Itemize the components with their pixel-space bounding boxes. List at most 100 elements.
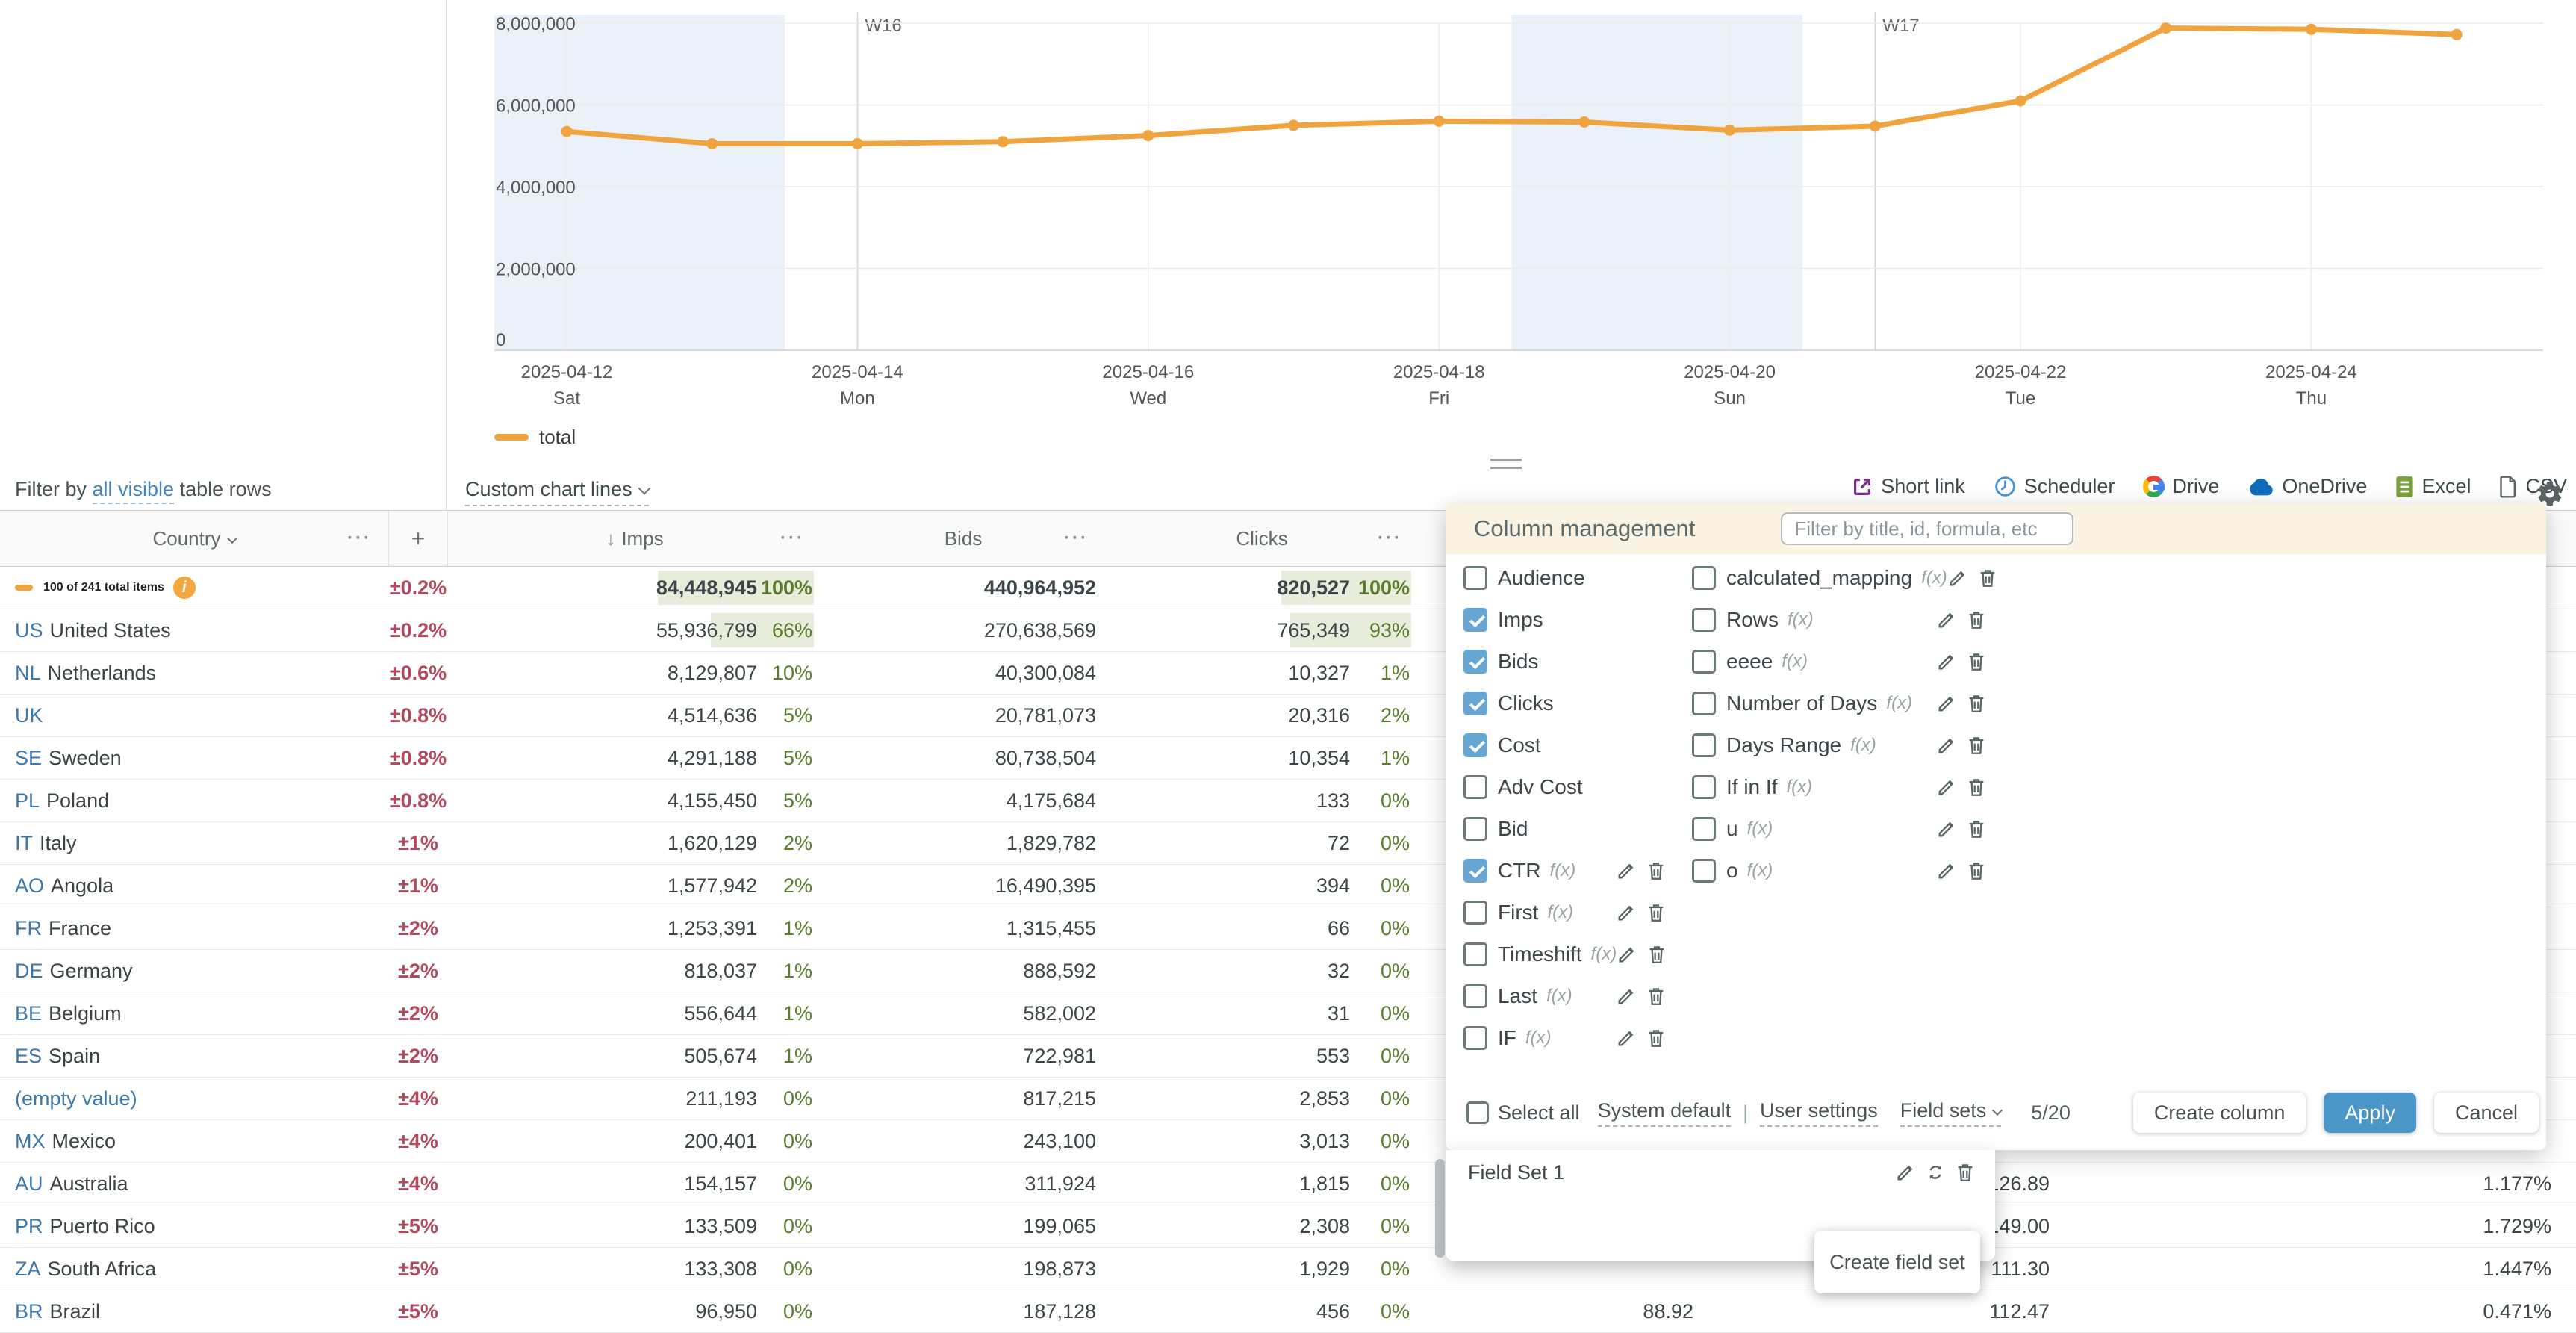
unchecked-checkbox[interactable] bbox=[1692, 817, 1716, 841]
onedrive-button[interactable]: OneDrive bbox=[2247, 475, 2367, 498]
edit-pencil-icon[interactable] bbox=[1617, 944, 1637, 965]
filter-scope-link[interactable]: all visible bbox=[92, 478, 175, 504]
delete-trash-icon[interactable] bbox=[1646, 986, 1667, 1007]
imps-cell: 1,577,942 2% bbox=[667, 874, 812, 897]
country-code-link[interactable]: ZA bbox=[15, 1257, 41, 1280]
unchecked-checkbox[interactable] bbox=[1463, 984, 1487, 1008]
unchecked-checkbox[interactable] bbox=[1692, 566, 1716, 590]
refresh-icon[interactable] bbox=[1925, 1162, 1946, 1183]
country-code-link[interactable]: SE bbox=[15, 746, 43, 769]
checked-checkbox[interactable] bbox=[1463, 733, 1487, 757]
edit-pencil-icon[interactable] bbox=[1616, 860, 1637, 881]
country-code-link[interactable]: US bbox=[15, 618, 43, 641]
delete-trash-icon[interactable] bbox=[1646, 860, 1667, 881]
delete-trash-icon[interactable] bbox=[1966, 651, 1987, 672]
delete-trash-icon[interactable] bbox=[1646, 902, 1667, 923]
edit-pencil-icon[interactable] bbox=[1936, 609, 1957, 630]
edit-pencil-icon[interactable] bbox=[1936, 860, 1957, 881]
delete-trash-icon[interactable] bbox=[1966, 693, 1987, 714]
custom-chart-lines-dropdown[interactable]: Custom chart lines bbox=[465, 478, 651, 506]
edit-pencil-icon[interactable] bbox=[1936, 651, 1957, 672]
delete-trash-icon[interactable] bbox=[1966, 818, 1987, 839]
edit-pencil-icon[interactable] bbox=[1936, 693, 1957, 714]
empty-value-link[interactable]: (empty value) bbox=[15, 1087, 137, 1110]
bids-column-menu[interactable]: ··· bbox=[1064, 528, 1089, 548]
column-filter-input[interactable] bbox=[1781, 512, 2074, 545]
excel-button[interactable]: Excel bbox=[2395, 475, 2471, 498]
country-cell: UK bbox=[0, 695, 388, 736]
edit-pencil-icon[interactable] bbox=[1895, 1162, 1916, 1183]
system-default-link[interactable]: System default bbox=[1597, 1099, 1732, 1127]
unchecked-checkbox[interactable] bbox=[1692, 775, 1716, 799]
info-icon[interactable]: i bbox=[172, 577, 196, 599]
field-set-item[interactable]: Field Set 1 bbox=[1446, 1150, 1995, 1195]
unchecked-checkbox[interactable] bbox=[1692, 608, 1716, 632]
imps-cell: 556,644 1% bbox=[684, 1001, 812, 1025]
country-code-link[interactable]: FR bbox=[15, 916, 42, 939]
delete-trash-icon[interactable] bbox=[1966, 735, 1987, 756]
unchecked-checkbox[interactable] bbox=[1463, 1026, 1487, 1050]
country-code-link[interactable]: AU bbox=[15, 1172, 43, 1195]
edit-pencil-icon[interactable] bbox=[1947, 568, 1968, 588]
country-code-link[interactable]: UK bbox=[15, 703, 43, 727]
country-code-link[interactable]: BE bbox=[15, 1001, 43, 1025]
edit-pencil-icon[interactable] bbox=[1616, 986, 1637, 1007]
unchecked-checkbox[interactable] bbox=[1463, 817, 1487, 841]
add-column-button[interactable]: + bbox=[388, 511, 448, 566]
country-code-link[interactable]: BR bbox=[15, 1299, 43, 1323]
clicks-column-menu[interactable]: ··· bbox=[1378, 528, 1402, 548]
column-header-imps[interactable]: ↓ Imps ··· bbox=[448, 511, 821, 566]
chart-table-resize-handle[interactable] bbox=[1490, 459, 1522, 475]
country-code-link[interactable]: IT bbox=[15, 831, 33, 854]
column-header-bids[interactable]: Bids ··· bbox=[821, 511, 1105, 566]
country-code-link[interactable]: AO bbox=[15, 874, 45, 897]
delete-trash-icon[interactable] bbox=[1646, 1028, 1667, 1048]
edit-pencil-icon[interactable] bbox=[1936, 735, 1957, 756]
delete-trash-icon[interactable] bbox=[1966, 860, 1987, 881]
country-code-link[interactable]: ES bbox=[15, 1044, 43, 1067]
edit-pencil-icon[interactable] bbox=[1616, 1028, 1637, 1048]
unchecked-checkbox[interactable] bbox=[1692, 650, 1716, 674]
checked-checkbox[interactable] bbox=[1463, 608, 1487, 632]
unchecked-checkbox[interactable] bbox=[1463, 942, 1487, 966]
unchecked-checkbox[interactable] bbox=[1692, 859, 1716, 883]
unchecked-checkbox[interactable] bbox=[1692, 733, 1716, 757]
edit-pencil-icon[interactable] bbox=[1616, 902, 1637, 923]
country-code-link[interactable]: MX bbox=[15, 1129, 46, 1152]
create-column-button[interactable]: Create column bbox=[2132, 1093, 2306, 1133]
checked-checkbox[interactable] bbox=[1463, 859, 1487, 883]
settings-gear-icon[interactable] bbox=[2536, 479, 2564, 508]
delete-trash-icon[interactable] bbox=[1966, 609, 1987, 630]
country-code-link[interactable]: PL bbox=[15, 789, 40, 812]
country-code-link[interactable]: PR bbox=[15, 1214, 43, 1237]
column-header-clicks[interactable]: Clicks ··· bbox=[1105, 511, 1419, 566]
unchecked-checkbox[interactable] bbox=[1463, 901, 1487, 925]
create-field-set-button[interactable]: Create field set bbox=[1814, 1231, 1980, 1293]
delete-trash-icon[interactable] bbox=[1966, 777, 1987, 798]
field-sets-dropdown[interactable]: Field sets bbox=[1900, 1099, 2003, 1127]
edit-pencil-icon[interactable] bbox=[1936, 818, 1957, 839]
checked-checkbox[interactable] bbox=[1463, 692, 1487, 715]
delete-trash-icon[interactable] bbox=[1646, 944, 1667, 965]
select-all-checkbox[interactable] bbox=[1466, 1101, 1489, 1124]
unchecked-checkbox[interactable] bbox=[1463, 775, 1487, 799]
column-header-country[interactable]: Country ··· bbox=[0, 511, 388, 566]
delete-trash-icon[interactable] bbox=[1955, 1162, 1976, 1183]
imps-column-menu[interactable]: ··· bbox=[780, 528, 805, 548]
checked-checkbox[interactable] bbox=[1463, 650, 1487, 674]
scrollbar-thumb[interactable] bbox=[1435, 1159, 1445, 1258]
cancel-button[interactable]: Cancel bbox=[2433, 1093, 2539, 1133]
scheduler-button[interactable]: Scheduler bbox=[1994, 475, 2115, 498]
unchecked-checkbox[interactable] bbox=[1463, 566, 1487, 590]
country-code-link[interactable]: DE bbox=[15, 959, 43, 982]
country-code-link[interactable]: NL bbox=[15, 661, 41, 684]
unchecked-checkbox[interactable] bbox=[1692, 692, 1716, 715]
drive-button[interactable]: Drive bbox=[2143, 475, 2219, 498]
user-settings-link[interactable]: User settings bbox=[1760, 1099, 1878, 1127]
delete-trash-icon[interactable] bbox=[1977, 568, 1998, 588]
error-margin-cell: ±4% bbox=[398, 1087, 438, 1110]
edit-pencil-icon[interactable] bbox=[1936, 777, 1957, 798]
country-column-menu[interactable]: ··· bbox=[347, 528, 372, 548]
apply-button[interactable]: Apply bbox=[2324, 1093, 2416, 1133]
short-link-button[interactable]: Short link bbox=[1851, 475, 1965, 498]
